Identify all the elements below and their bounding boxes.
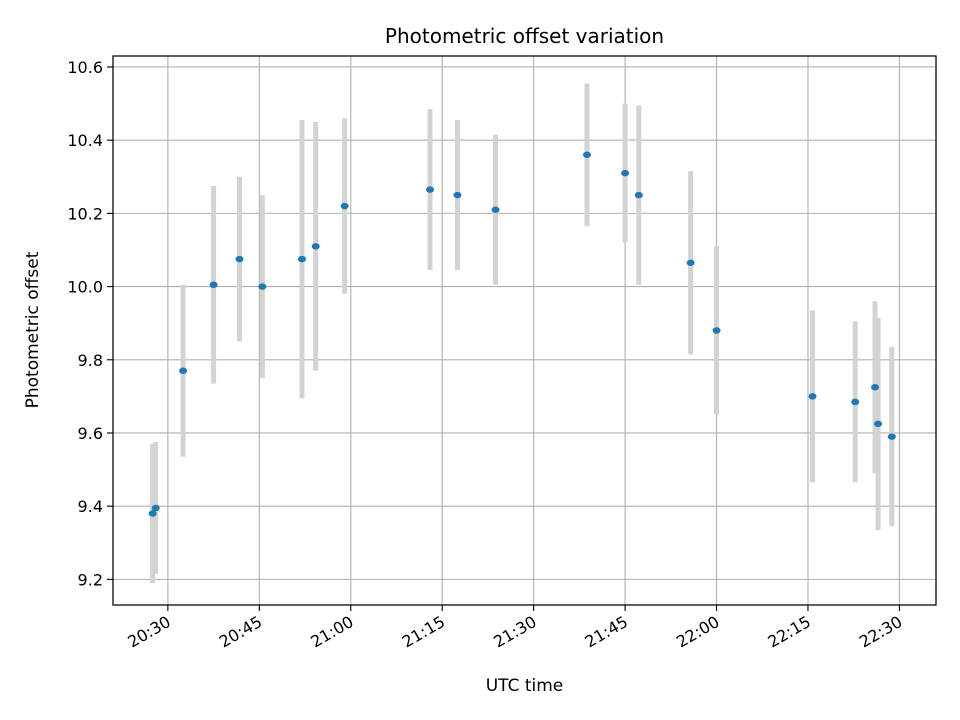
data-point xyxy=(712,327,721,334)
data-point xyxy=(808,393,817,400)
y-tick-label: 10.2 xyxy=(67,204,103,223)
data-point xyxy=(340,202,349,210)
y-tick-label: 9.8 xyxy=(78,351,103,370)
data-point xyxy=(148,510,157,517)
y-tick-label: 9.6 xyxy=(78,424,103,443)
y-tick-label: 10.0 xyxy=(67,278,103,297)
y-tick-label: 9.2 xyxy=(78,570,103,589)
data-point xyxy=(453,191,462,199)
data-point xyxy=(235,255,244,263)
data-point xyxy=(851,398,860,406)
data-points xyxy=(148,151,896,517)
y-axis-label: Photometric offset xyxy=(23,251,43,408)
data-point xyxy=(582,151,591,159)
plot-frame xyxy=(112,55,937,606)
data-point xyxy=(151,504,160,512)
y-tick-label: 9.4 xyxy=(78,497,103,516)
data-point xyxy=(209,281,218,288)
data-point xyxy=(297,255,306,263)
y-tick-label: 10.4 xyxy=(67,131,103,150)
data-point xyxy=(491,206,500,213)
data-point xyxy=(874,420,883,428)
data-point xyxy=(426,186,435,193)
chart-title: Photometric offset variation xyxy=(385,24,664,48)
data-point xyxy=(311,243,320,250)
data-point xyxy=(871,384,880,391)
grid xyxy=(113,56,936,605)
y-tick-labels: 9.2 9.4 9.6 9.8 10.0 10.2 10.4 10.6 xyxy=(67,58,103,589)
data-point xyxy=(634,191,643,199)
data-point xyxy=(621,169,630,177)
x-axis-label: UTC time xyxy=(486,676,564,696)
data-point xyxy=(686,259,695,266)
data-point xyxy=(258,283,267,290)
y-tick-label: 10.6 xyxy=(67,58,103,77)
data-point xyxy=(179,367,188,374)
data-point xyxy=(887,433,896,440)
axis-ticks xyxy=(107,66,900,611)
